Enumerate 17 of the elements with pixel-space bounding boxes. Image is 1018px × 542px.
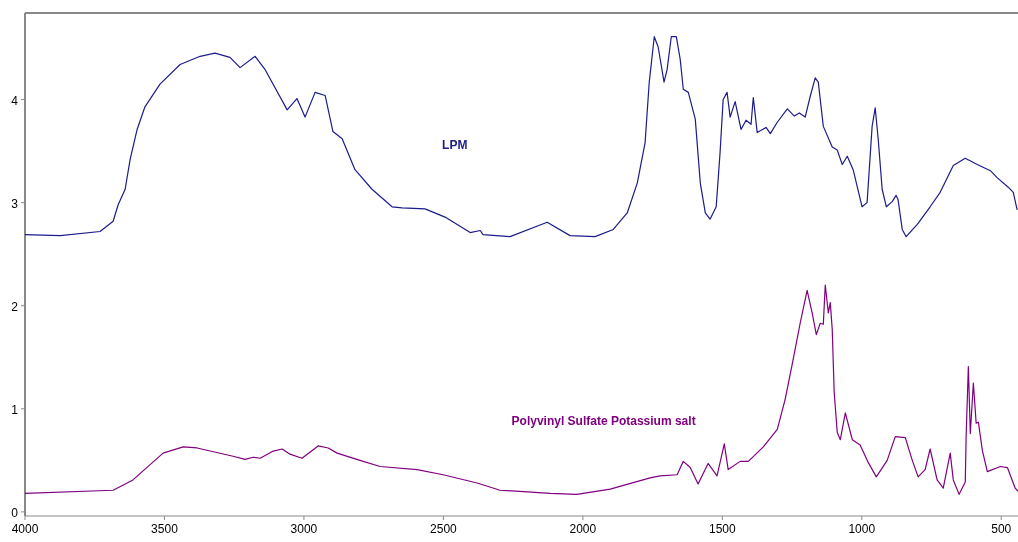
x-tick-label: 2500: [430, 522, 458, 536]
y-tick-label: 2: [11, 299, 19, 314]
x-tick-label: 3000: [290, 522, 318, 536]
y-tick-label: 4: [11, 93, 19, 108]
y-tick-label: 3: [11, 196, 19, 211]
text: Polyvinyl Sulfate Potassium salt: [511, 414, 696, 429]
x-tick-label: 1500: [708, 522, 736, 536]
x-tick-label: 3500: [151, 522, 179, 536]
x-tick-label: 1000: [848, 522, 876, 536]
y-tick-label: 1: [11, 402, 19, 417]
line-series: [24, 36, 1018, 238]
line-series: [24, 284, 1018, 495]
text: LPM: [442, 137, 468, 152]
x-tick-label: 500: [991, 522, 1012, 536]
y-tick-label: 0: [11, 505, 19, 520]
x-tick-label: 4000: [11, 522, 39, 536]
x-tick-label: 2000: [569, 522, 597, 536]
